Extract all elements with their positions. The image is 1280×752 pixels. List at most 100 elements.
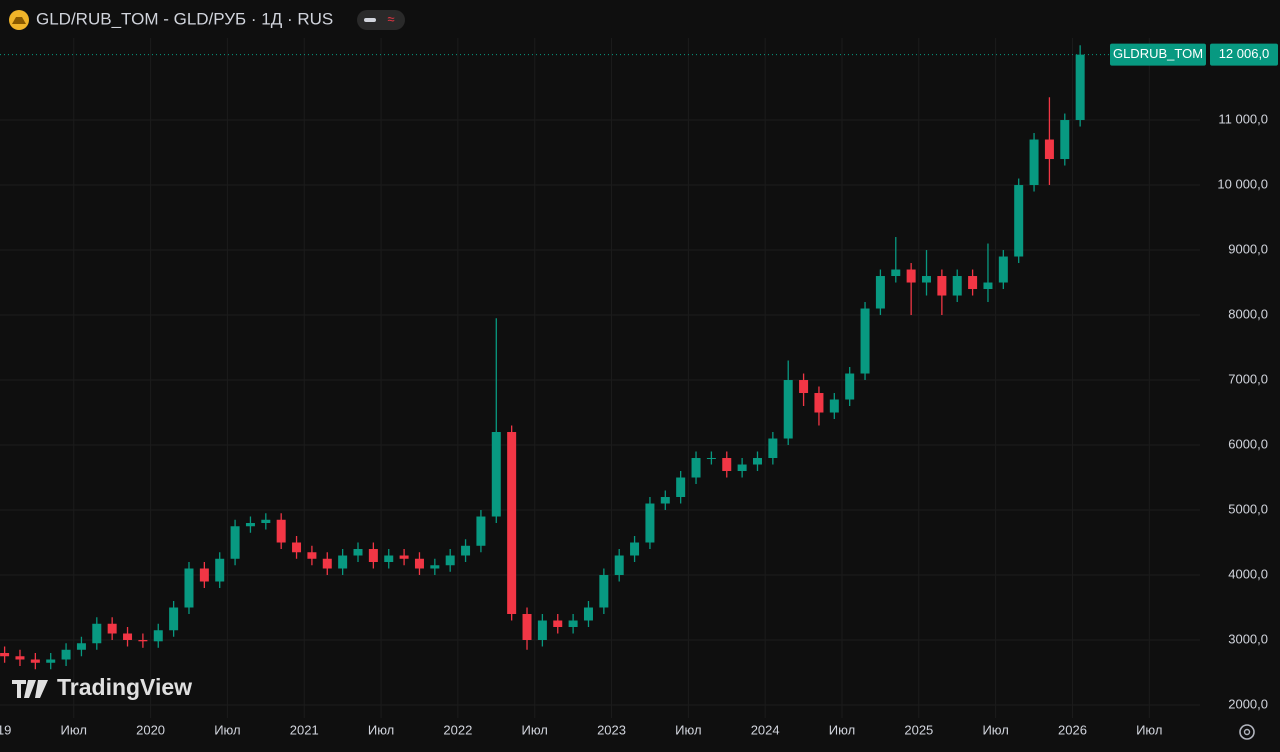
settings-button[interactable] xyxy=(1239,724,1255,740)
y-tick-label: 7000,0 xyxy=(1228,371,1268,386)
candle-body xyxy=(814,393,824,413)
last-price-box xyxy=(1210,43,1278,66)
x-tick-label: 2019 xyxy=(0,722,11,737)
candle-body xyxy=(522,614,532,641)
candle-body xyxy=(445,555,455,566)
candle-body xyxy=(507,432,517,615)
candle-body xyxy=(1044,139,1054,160)
candle-body xyxy=(153,630,163,642)
y-tick-label: 2000,0 xyxy=(1228,696,1268,711)
x-tick-label: 2024 xyxy=(751,722,780,737)
candle-body xyxy=(583,607,593,621)
candle-body xyxy=(937,276,947,296)
candle-body xyxy=(338,555,348,569)
candle-body xyxy=(414,558,424,569)
last-price-label: 12 006,0 xyxy=(1219,46,1270,61)
last-name: GLDRUB_TOM xyxy=(1113,46,1203,61)
candle-body xyxy=(1060,120,1070,160)
candle-body xyxy=(292,542,302,553)
x-tick-label: Июл xyxy=(982,722,1008,737)
watermark-text: TradingView xyxy=(57,674,192,700)
candles xyxy=(0,45,1085,670)
candle-body xyxy=(230,526,240,559)
candle-body xyxy=(706,458,716,460)
candle-body xyxy=(676,477,686,498)
candle-body xyxy=(107,623,117,634)
candle-body xyxy=(922,276,932,283)
candle-body xyxy=(537,620,547,641)
candle-body xyxy=(752,458,762,465)
candle-body xyxy=(891,269,901,277)
candle-body xyxy=(568,620,578,628)
candle-body xyxy=(92,623,102,644)
x-tick-label: Июл xyxy=(1136,722,1162,737)
candle-body xyxy=(169,607,179,631)
y-tick-label: 6000,0 xyxy=(1228,436,1268,451)
candle-body xyxy=(983,282,993,290)
candle-body xyxy=(399,555,409,559)
last-name-box xyxy=(1110,43,1206,66)
x-tick-label: 2022 xyxy=(443,722,472,737)
watermark: TradingView xyxy=(12,674,192,700)
grid xyxy=(0,38,1200,718)
status-pill[interactable]: ≈ xyxy=(357,10,405,30)
x-tick-label: Июл xyxy=(214,722,240,737)
candle-body xyxy=(307,552,317,559)
candle-body xyxy=(691,458,701,478)
candle-body xyxy=(276,519,286,543)
candle-body xyxy=(322,558,332,569)
svg-text:≈: ≈ xyxy=(387,11,394,26)
candle-body xyxy=(875,276,885,309)
y-tick-label: 3000,0 xyxy=(1228,631,1268,646)
candle-body xyxy=(783,380,793,439)
x-tick-label: 2020 xyxy=(136,722,165,737)
x-tick-label: Июл xyxy=(829,722,855,737)
candle-body xyxy=(860,308,870,374)
candle-body xyxy=(906,269,916,283)
chart-title: GLD/RUB_TOM - GLD/РУБ · 1Д · RUS xyxy=(36,9,333,28)
candle-body xyxy=(199,568,209,582)
candle-body xyxy=(368,549,378,563)
x-tick-label: 2026 xyxy=(1058,722,1087,737)
candle-body xyxy=(660,497,670,504)
candle-body xyxy=(968,276,978,290)
y-tick-label: 8000,0 xyxy=(1228,306,1268,321)
candle-body xyxy=(138,640,148,642)
candle-body xyxy=(952,276,962,296)
x-tick-label: Июл xyxy=(521,722,547,737)
candle-body xyxy=(722,458,732,472)
candle-body xyxy=(768,438,778,459)
symbol-icon xyxy=(9,10,29,30)
candle-body xyxy=(737,464,747,472)
candle-body xyxy=(1075,54,1085,121)
candle-body xyxy=(353,549,363,556)
candle-body xyxy=(799,380,809,394)
candle-body xyxy=(0,653,10,657)
candle-body xyxy=(215,558,225,582)
y-tick-label: 11 000,0 xyxy=(1218,111,1268,126)
x-tick-label: Июл xyxy=(61,722,87,737)
candle-body xyxy=(30,659,40,663)
y-tick-label: 4000,0 xyxy=(1228,566,1268,581)
candle-body xyxy=(123,633,133,641)
candle-body xyxy=(261,519,271,524)
candle-body xyxy=(553,620,563,628)
candle-body xyxy=(491,432,501,517)
x-tick-label: 2023 xyxy=(597,722,626,737)
candle-body xyxy=(845,373,855,400)
candle-body xyxy=(15,656,25,660)
candle-body xyxy=(476,516,486,546)
candle-body xyxy=(46,659,56,663)
candle-body xyxy=(184,568,194,608)
x-tick-label: 2025 xyxy=(904,722,933,737)
y-tick-label: 9000,0 xyxy=(1228,241,1268,256)
candle-body xyxy=(599,575,609,608)
candle-body xyxy=(384,555,394,563)
y-tick-label: 10 000,0 xyxy=(1217,176,1268,191)
overlay: 2000,0 3000,0 4000,0 5000,0 6000,0 7000,0 8000… xyxy=(0,43,1278,737)
candle-body xyxy=(1014,185,1024,257)
candle-body xyxy=(614,555,624,576)
y-tick-label: 5000,0 xyxy=(1228,501,1268,516)
